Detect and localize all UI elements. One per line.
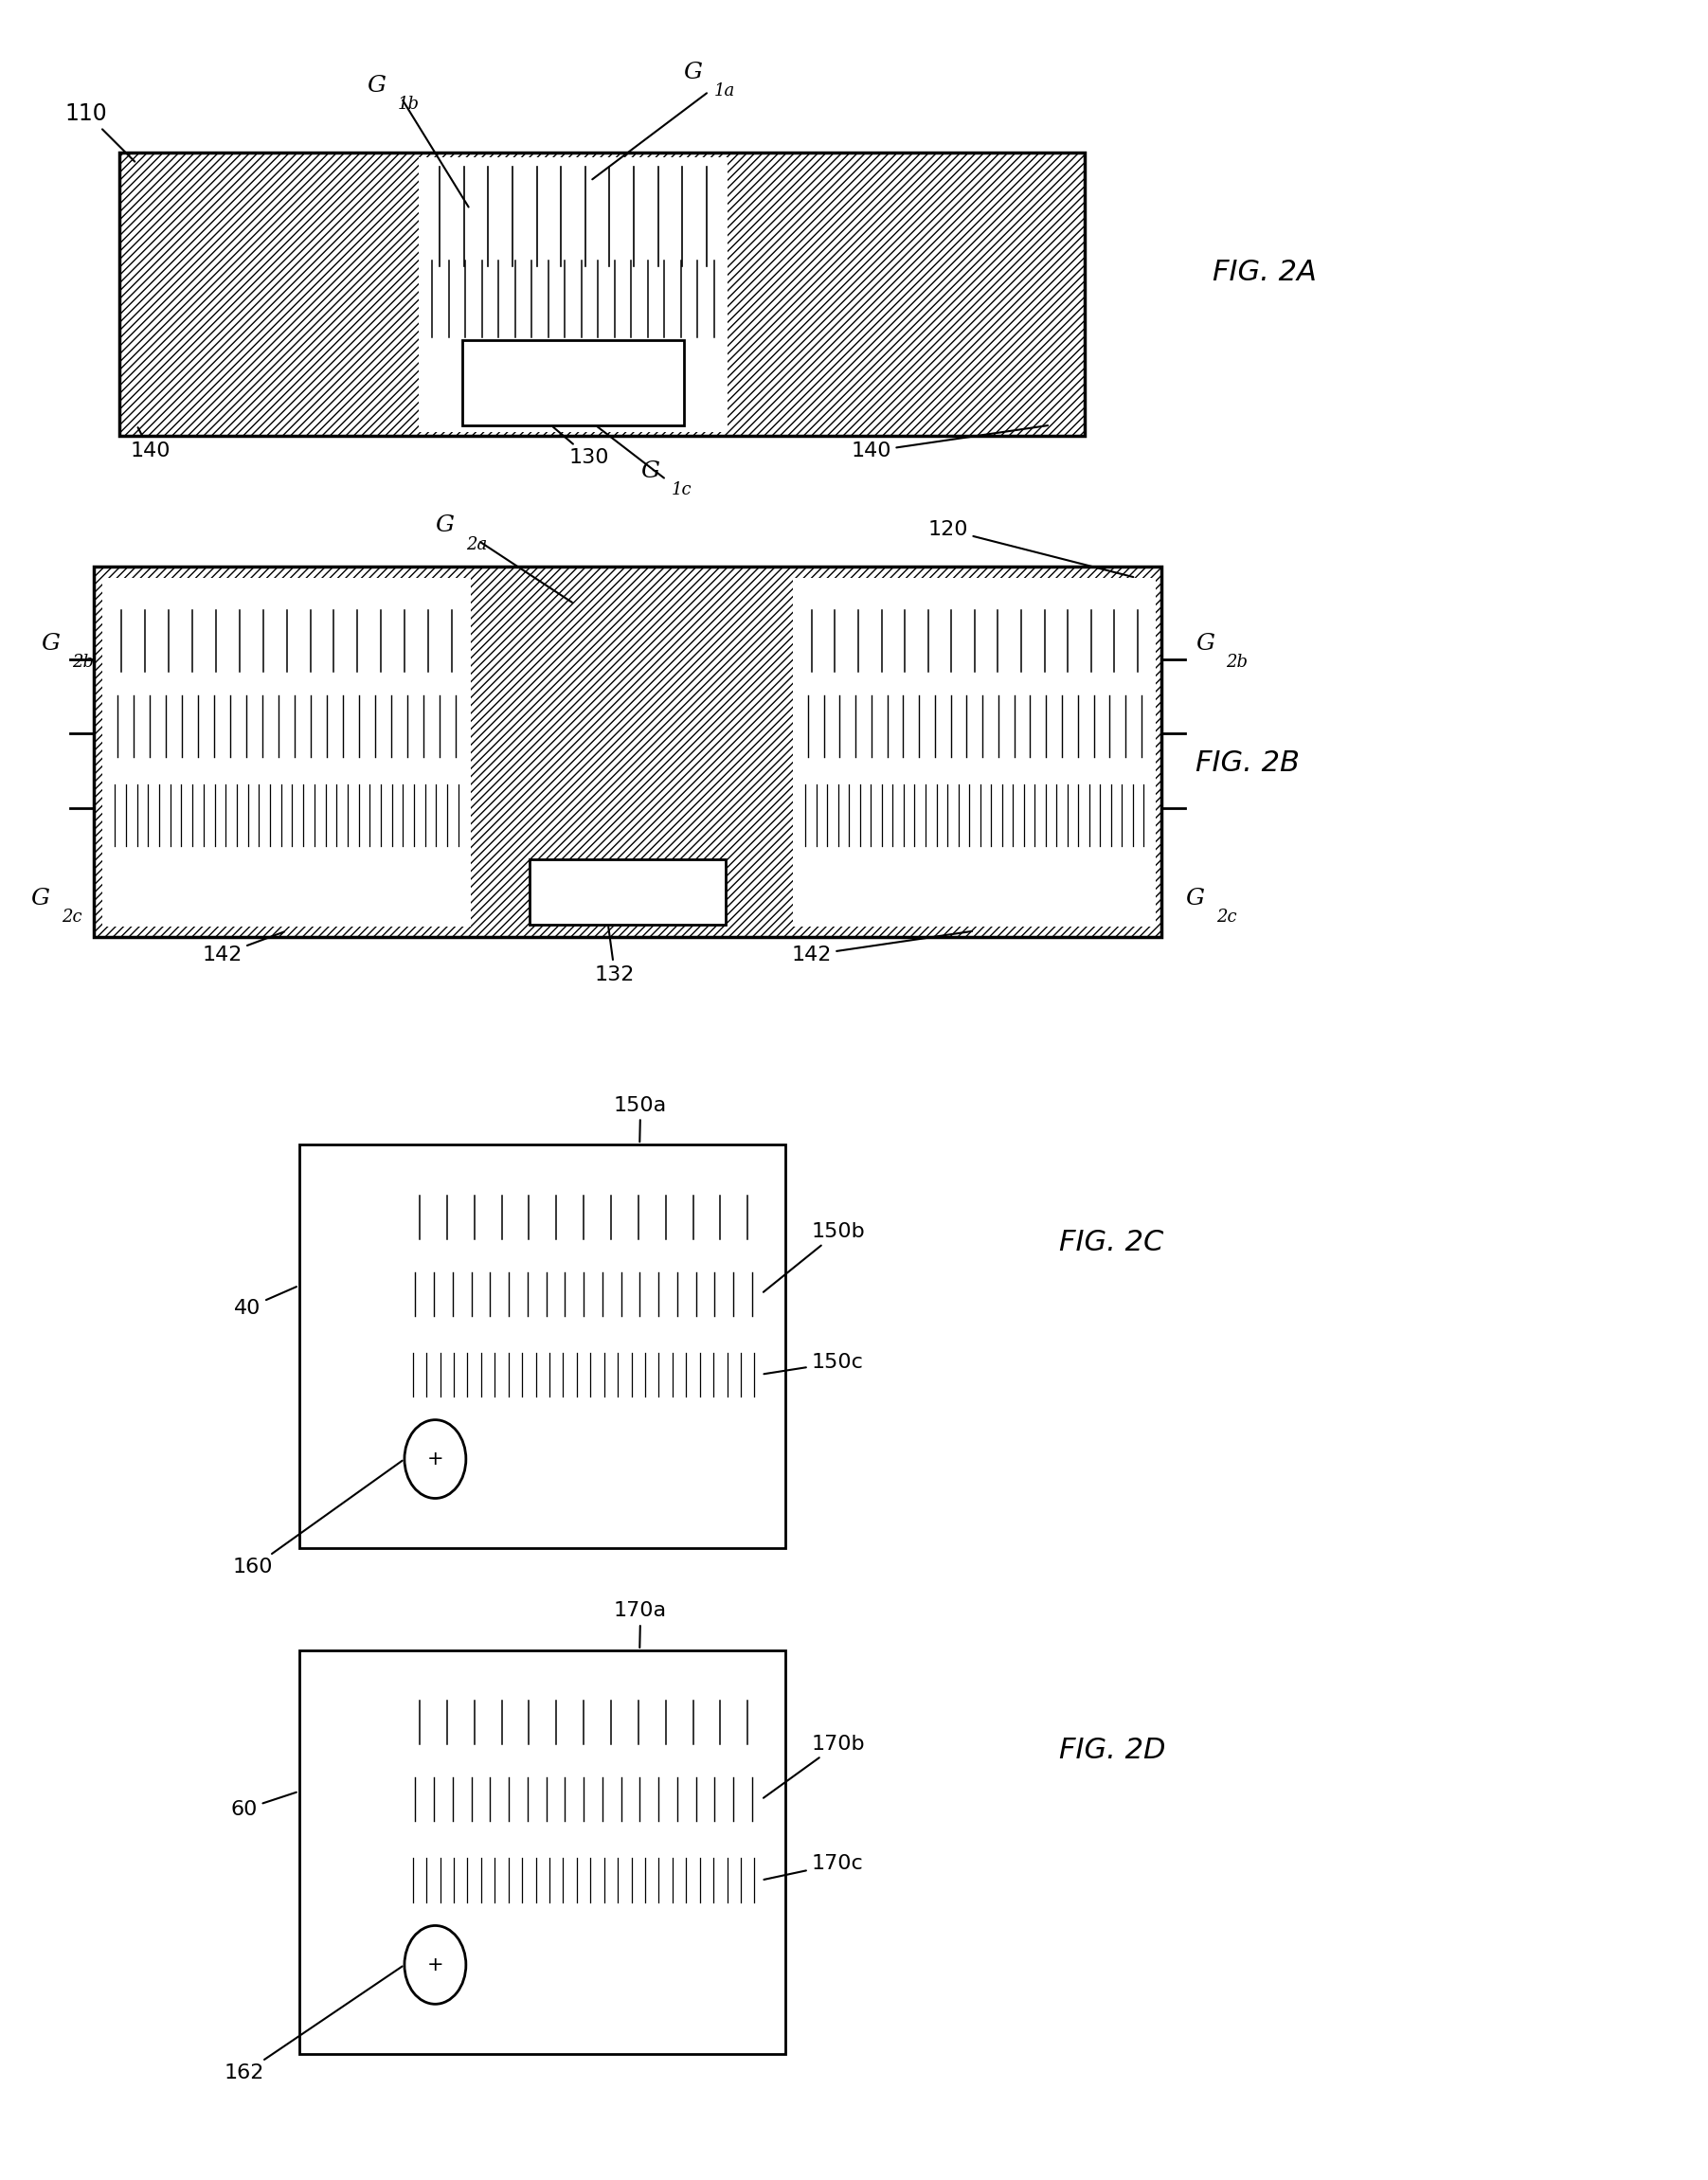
Text: 170b: 170b bbox=[763, 1735, 864, 1798]
Bar bbox=[102, 578, 471, 926]
Bar bbox=[299, 1144, 786, 1548]
Text: G: G bbox=[683, 61, 702, 83]
Text: +: + bbox=[427, 1955, 444, 1975]
Text: 40: 40 bbox=[234, 1286, 297, 1317]
Text: 2b: 2b bbox=[1226, 654, 1249, 671]
Text: +: + bbox=[427, 1450, 444, 1469]
Text: 2c: 2c bbox=[61, 909, 82, 926]
Text: 160: 160 bbox=[232, 1461, 403, 1576]
Text: 162: 162 bbox=[224, 1966, 403, 2082]
Text: 2b: 2b bbox=[72, 654, 94, 671]
Text: 120: 120 bbox=[927, 521, 1134, 578]
Text: 142: 142 bbox=[202, 931, 284, 964]
Text: 140: 140 bbox=[130, 427, 171, 460]
Text: 2a: 2a bbox=[466, 536, 487, 554]
Text: 170c: 170c bbox=[763, 1855, 863, 1879]
Text: 2c: 2c bbox=[1216, 909, 1237, 926]
Text: 170a: 170a bbox=[613, 1602, 668, 1648]
Text: 1a: 1a bbox=[714, 83, 734, 100]
Text: G: G bbox=[1185, 887, 1204, 909]
Text: 150a: 150a bbox=[613, 1097, 668, 1142]
Text: G: G bbox=[41, 632, 60, 654]
Text: 110: 110 bbox=[65, 102, 135, 161]
Text: 140: 140 bbox=[851, 425, 1047, 460]
Text: G: G bbox=[31, 887, 50, 909]
Text: 150c: 150c bbox=[763, 1354, 863, 1373]
Text: FIG. 2A: FIG. 2A bbox=[1213, 259, 1317, 286]
Bar bbox=[529, 859, 726, 924]
Text: FIG. 2B: FIG. 2B bbox=[1196, 750, 1300, 776]
Text: FIG. 2C: FIG. 2C bbox=[1059, 1230, 1163, 1256]
Text: 130: 130 bbox=[553, 427, 610, 467]
Text: G: G bbox=[367, 74, 386, 96]
Text: G: G bbox=[1196, 632, 1214, 654]
Text: 132: 132 bbox=[594, 926, 635, 983]
Text: 142: 142 bbox=[791, 931, 972, 964]
Bar bbox=[793, 578, 1156, 926]
Text: G: G bbox=[436, 514, 454, 536]
Text: 60: 60 bbox=[231, 1792, 297, 1818]
Bar bbox=[120, 153, 1085, 436]
Bar bbox=[94, 567, 1161, 937]
Text: 1b: 1b bbox=[398, 96, 420, 113]
Text: 150b: 150b bbox=[763, 1223, 864, 1293]
Text: 1c: 1c bbox=[671, 482, 692, 499]
Bar bbox=[463, 340, 685, 425]
Bar bbox=[299, 1650, 786, 2054]
Text: FIG. 2D: FIG. 2D bbox=[1059, 1737, 1165, 1764]
Text: G: G bbox=[640, 460, 659, 482]
Bar bbox=[418, 157, 728, 432]
